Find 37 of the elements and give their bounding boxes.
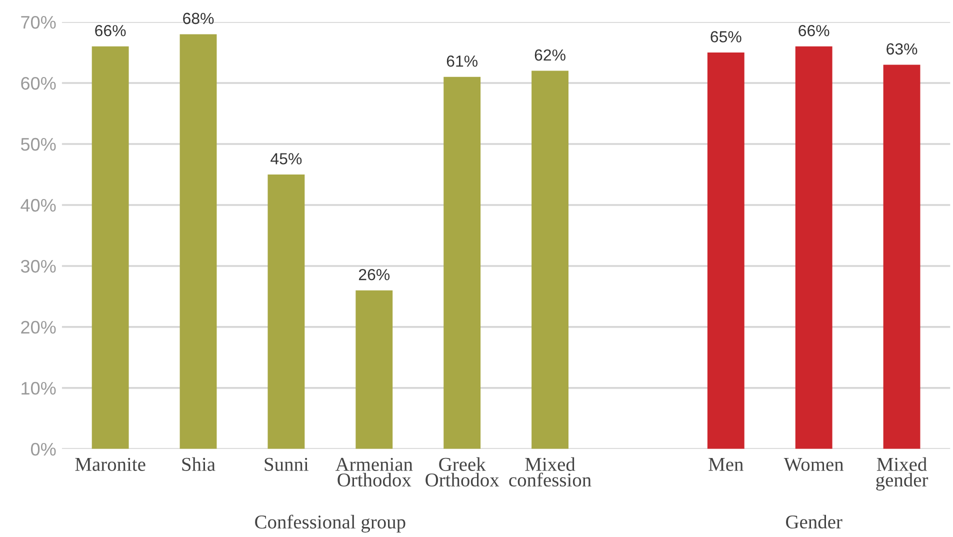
y-tick-label: 20% [21,320,56,334]
x-tick-label: Mixed gender [876,457,928,491]
bar [268,174,305,449]
x-tick-label: Maronite [75,458,146,471]
bar [180,34,217,449]
data-label: 62% [534,49,566,61]
bar [444,76,481,449]
x-tick-label: Mixed confession [509,457,592,487]
x-tick-label: Shia [182,457,216,471]
bar [532,70,568,449]
bar [883,64,920,449]
data-label: 45% [270,153,302,164]
y-tick-label: 60% [21,76,56,90]
data-label: 66% [798,25,830,36]
y-tick-label: 40% [20,198,56,212]
bar [795,46,832,449]
y-tick-label: 10% [22,382,56,395]
data-label: 26% [358,268,390,280]
y-tick-label: 70% [21,16,56,29]
x-tick-label: Women [784,458,844,472]
data-label: 61% [446,55,478,67]
bar [92,46,129,449]
x-tick-label: Men [708,458,744,471]
y-tick-label: 0% [31,442,56,456]
x-tick-label: Greek Orthodox [426,457,500,487]
data-label: 63% [886,43,918,55]
y-tick-label: 30% [20,260,56,273]
data-label: 65% [710,31,742,42]
text: Gender [786,514,842,529]
data-label: 66% [95,25,126,36]
y-tick-label: 50% [20,138,56,151]
x-tick-label: Armenian Orthodox [335,458,413,487]
bar [356,290,393,449]
bar [707,52,744,449]
text: Confessional group [255,514,406,533]
x-tick-label: Sunni [264,458,309,471]
data-label: 68% [183,12,214,24]
